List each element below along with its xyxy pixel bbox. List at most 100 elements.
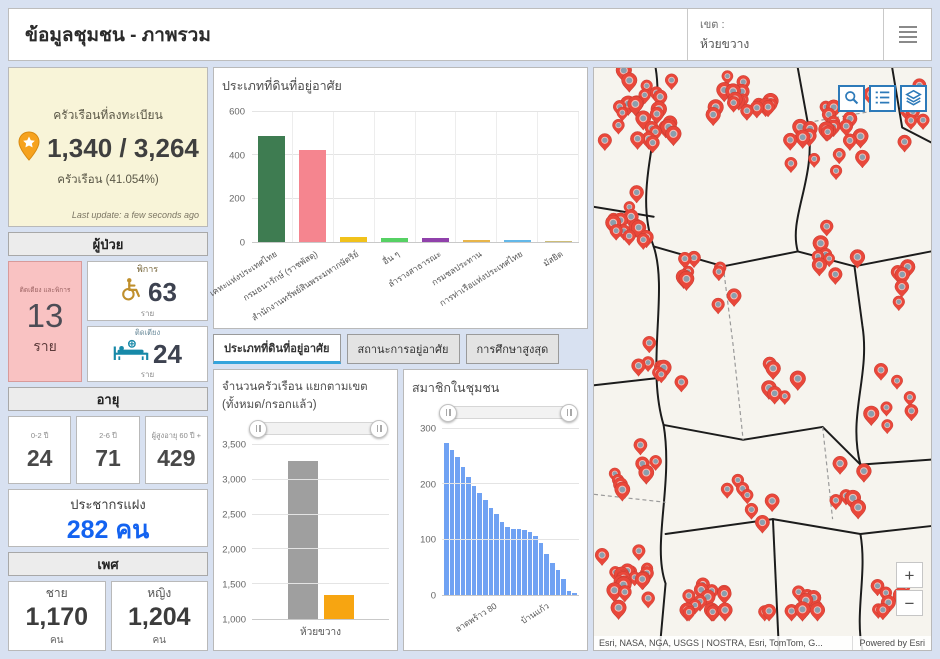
map-pin[interactable] bbox=[682, 605, 696, 622]
map-pin[interactable] bbox=[856, 463, 872, 483]
map-pin[interactable] bbox=[783, 132, 798, 151]
map-pin[interactable] bbox=[863, 405, 880, 427]
members-bar-12[interactable] bbox=[510, 528, 516, 595]
households-bar-0[interactable] bbox=[287, 461, 318, 619]
map-pin[interactable] bbox=[631, 358, 646, 377]
map-pin[interactable] bbox=[808, 152, 821, 169]
map-pin[interactable] bbox=[717, 602, 733, 622]
map-pin[interactable] bbox=[712, 265, 726, 282]
map-pin[interactable] bbox=[594, 547, 610, 567]
members-bar-2[interactable] bbox=[455, 456, 460, 595]
members-bar-13[interactable] bbox=[516, 529, 522, 595]
members-bar-8[interactable] bbox=[488, 507, 494, 595]
map-pin[interactable] bbox=[678, 271, 695, 291]
members-bar-6[interactable] bbox=[477, 492, 483, 595]
members-bar-10[interactable] bbox=[499, 521, 505, 595]
map-pin[interactable] bbox=[809, 602, 826, 622]
map-pin[interactable] bbox=[852, 128, 869, 149]
map-pin[interactable] bbox=[638, 464, 655, 485]
map-pin[interactable] bbox=[855, 149, 870, 169]
map-pin[interactable] bbox=[633, 438, 648, 456]
members-bar-5[interactable] bbox=[471, 486, 477, 595]
map-pin[interactable] bbox=[630, 131, 645, 151]
members-bar-0[interactable] bbox=[444, 443, 449, 595]
map-pin[interactable] bbox=[674, 375, 689, 393]
map-pin[interactable] bbox=[903, 391, 916, 407]
map-pin[interactable] bbox=[821, 107, 836, 126]
slider-handle-right[interactable] bbox=[560, 403, 578, 422]
land-bar-2[interactable] bbox=[340, 237, 368, 242]
map-pin[interactable] bbox=[842, 133, 857, 152]
members-bar-23[interactable] bbox=[572, 592, 577, 595]
map-pin[interactable] bbox=[832, 147, 846, 165]
map-pin[interactable] bbox=[721, 70, 734, 86]
map-pin[interactable] bbox=[811, 257, 827, 277]
map-pin[interactable] bbox=[705, 107, 721, 127]
map-pin[interactable] bbox=[632, 544, 646, 561]
map-pin[interactable] bbox=[706, 605, 719, 622]
map-pin[interactable] bbox=[621, 72, 638, 93]
map-pin[interactable] bbox=[784, 156, 798, 174]
map-pin[interactable] bbox=[635, 571, 650, 591]
members-bar-15[interactable] bbox=[527, 532, 533, 595]
map-pin[interactable] bbox=[612, 118, 625, 135]
map-pin[interactable] bbox=[832, 456, 848, 475]
land-bar-4[interactable] bbox=[421, 238, 449, 242]
members-bar-4[interactable] bbox=[466, 476, 471, 595]
map-pin[interactable] bbox=[649, 106, 664, 125]
map-pin[interactable] bbox=[645, 135, 660, 154]
map-pin[interactable] bbox=[741, 488, 754, 505]
members-bar-17[interactable] bbox=[538, 543, 544, 595]
map-pin[interactable] bbox=[609, 224, 623, 241]
map-layers-button[interactable] bbox=[900, 85, 927, 112]
members-bar-7[interactable] bbox=[483, 500, 488, 595]
map-pin[interactable] bbox=[794, 129, 811, 150]
land-bar-7[interactable] bbox=[544, 241, 572, 242]
district-selector[interactable]: เขต : ห้วยขวาง bbox=[687, 9, 883, 60]
map-pin[interactable] bbox=[622, 229, 636, 246]
map-pin[interactable] bbox=[765, 360, 781, 381]
map-pin[interactable] bbox=[727, 96, 741, 113]
map-pin[interactable] bbox=[761, 100, 775, 118]
land-bar-3[interactable] bbox=[381, 238, 409, 242]
map-pin[interactable] bbox=[744, 502, 759, 520]
slider-handle-left[interactable] bbox=[439, 403, 457, 422]
map-pin[interactable] bbox=[839, 119, 854, 137]
map-pin[interactable] bbox=[642, 336, 657, 354]
map-pin[interactable] bbox=[849, 249, 866, 269]
map-legend-button[interactable] bbox=[869, 85, 896, 112]
map-pin[interactable] bbox=[720, 482, 734, 499]
map-pin[interactable] bbox=[844, 489, 861, 511]
map-pin[interactable] bbox=[740, 104, 754, 121]
members-bar-21[interactable] bbox=[561, 578, 566, 595]
tab-land-type[interactable]: ประเภทที่ดินที่อยู่อาศัย bbox=[213, 334, 341, 364]
members-bar-22[interactable] bbox=[566, 590, 572, 595]
map-search-button[interactable] bbox=[838, 85, 865, 112]
map-pin[interactable] bbox=[821, 125, 834, 142]
map-pin[interactable] bbox=[829, 494, 843, 511]
map-pin[interactable] bbox=[881, 419, 894, 435]
map-pin[interactable] bbox=[617, 585, 632, 603]
map-pin[interactable] bbox=[828, 267, 843, 286]
map-pin[interactable] bbox=[616, 106, 629, 122]
map-pin[interactable] bbox=[649, 455, 662, 472]
members-bar-11[interactable] bbox=[505, 526, 510, 595]
land-bar-5[interactable] bbox=[462, 240, 490, 242]
map-pin[interactable] bbox=[717, 586, 732, 605]
zoom-in-button[interactable]: + bbox=[896, 562, 923, 588]
menu-button[interactable] bbox=[883, 9, 931, 60]
zoom-out-button[interactable]: − bbox=[896, 590, 923, 616]
tab-highest-education[interactable]: การศึกษาสูงสุด bbox=[465, 334, 560, 364]
map-pin[interactable] bbox=[764, 493, 780, 513]
land-bar-6[interactable] bbox=[503, 240, 531, 242]
map-pin[interactable] bbox=[789, 370, 806, 392]
members-bar-19[interactable] bbox=[549, 563, 555, 595]
map-pin[interactable] bbox=[726, 288, 742, 308]
members-bar-20[interactable] bbox=[555, 570, 561, 595]
map-pin[interactable] bbox=[916, 113, 930, 131]
map-canvas[interactable] bbox=[594, 68, 931, 650]
members-bar-18[interactable] bbox=[544, 554, 549, 595]
map-pin[interactable] bbox=[892, 295, 905, 312]
members-bar-9[interactable] bbox=[494, 514, 499, 595]
map-pin[interactable] bbox=[627, 96, 644, 117]
